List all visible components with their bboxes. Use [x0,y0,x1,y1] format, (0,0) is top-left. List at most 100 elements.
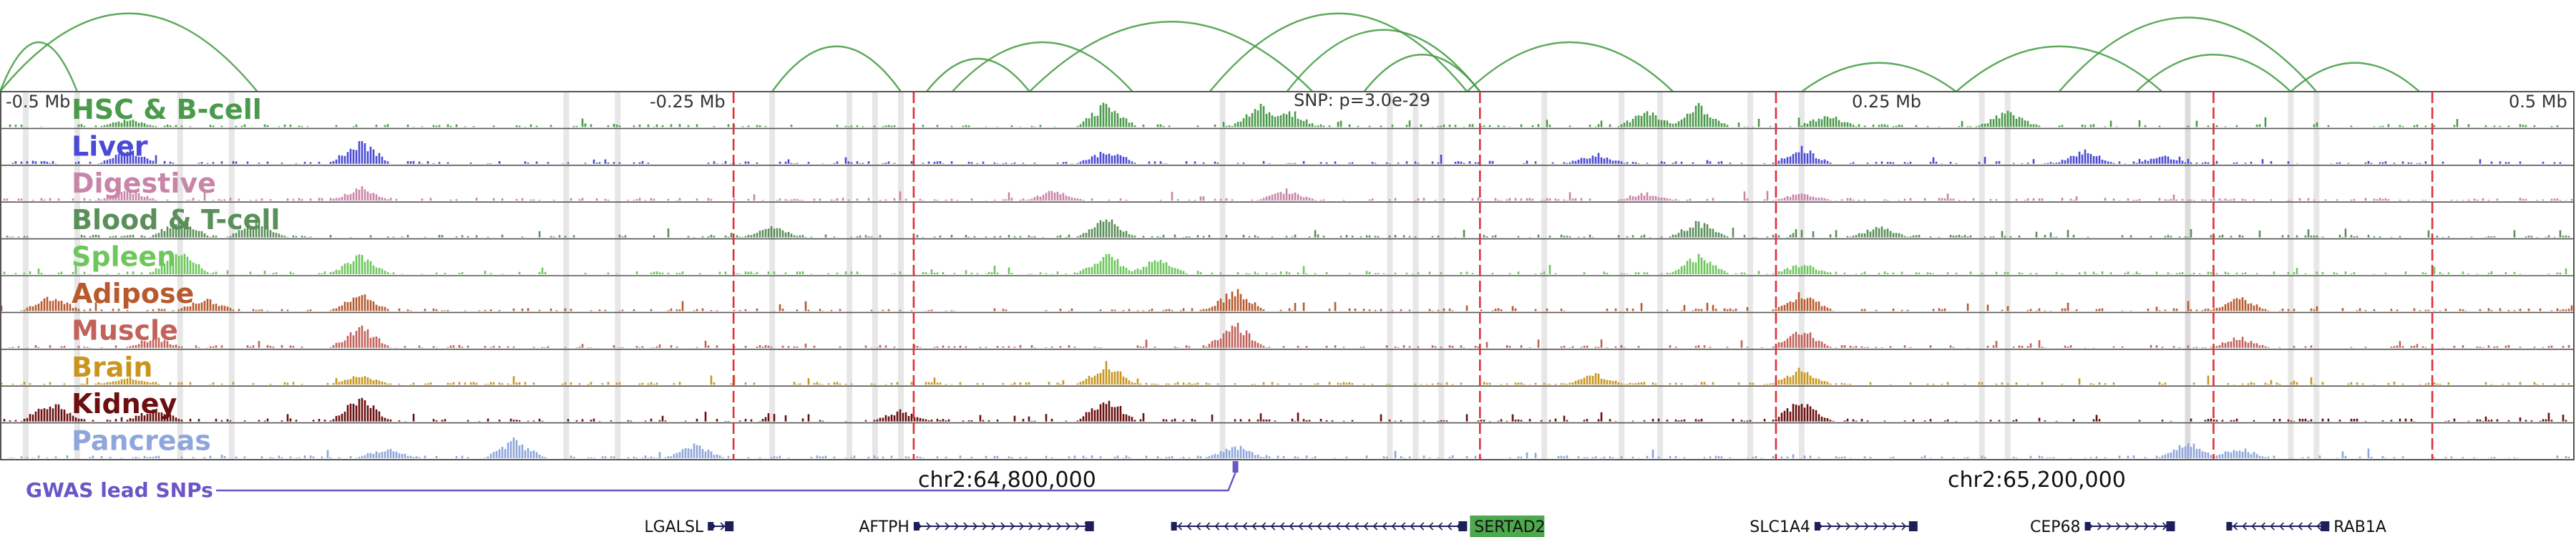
strand-arrow [1335,522,1341,531]
strand-arrow [1038,522,1043,531]
signal-bars [11,140,2562,164]
gene-exon [1085,521,1094,531]
axis-tick-label: -0.25 Mb [650,92,726,112]
track-label: Spleen [72,241,176,273]
strand-arrow [2233,522,2238,531]
loop-arc [925,58,1030,92]
strand-arrow [1289,522,1294,531]
signal-bars [3,397,2567,422]
strand-arrow [2279,522,2284,531]
position-axis: -0.5 Mb -0.25 Mb 0.25 Mb 0.5 Mb SNP: p=3… [6,90,2567,112]
strand-arrow [1845,522,1851,531]
plot-frame [0,91,2575,460]
strand-arrow [1307,522,1313,531]
track-digestive [0,165,2574,201]
gene-slc1a4: SLC1A4 [1750,518,1918,536]
gene-exon [2084,522,2091,531]
tissue-tracks [0,91,2575,460]
gene-exon [2166,521,2175,531]
gene-label: SERTAD2 [1474,518,1545,536]
strand-arrow [1827,522,1833,531]
strand-arrow [1372,522,1378,531]
loop-arc [2135,54,2292,92]
gene-aftph: AFTPH [859,518,1094,536]
strand-arrow [1065,522,1071,531]
coordinate-label: chr2:64,800,000 [918,468,1096,493]
gene-annotation-track: LGALSL AFTPH SERTAD2 SLC1A4 CEP68 RAB1A [644,516,2386,537]
strand-arrow [1056,522,1062,531]
signal-bars [6,216,2570,238]
strand-arrow [1836,522,1842,531]
loop-arc [0,41,79,92]
strand-arrow [1391,522,1397,531]
strand-arrow [1047,522,1053,531]
loop-arc [1286,29,1481,92]
strand-arrow [1326,522,1332,531]
strand-arrow [1317,522,1322,531]
strand-arrow [2107,522,2112,531]
strand-arrow [1400,522,1406,531]
loop-arc [1363,54,1481,92]
strand-arrow [1242,522,1248,531]
strand-arrow [1883,522,1888,531]
strand-arrow [1901,522,1907,531]
loop-arc [2290,62,2420,92]
strand-arrow [1000,522,1006,531]
strand-arrow [1010,522,1015,531]
strand-arrow [1345,522,1350,531]
strand-arrow [2298,522,2303,531]
gwas-track: GWAS lead SNPs chr2:64,800,000 chr2:65,2… [26,461,2126,502]
strand-arrow [1447,522,1453,531]
gwas-connector [216,472,1236,492]
strand-arrow [1270,522,1276,531]
signal-bars [3,253,2567,274]
strand-arrow [1205,522,1211,531]
loop-arc [1955,45,2163,92]
axis-tick-label: 0.5 Mb [2509,92,2567,112]
gene-highlight-box [1470,516,1545,537]
gene-exon [725,521,734,531]
strand-arrow [972,522,978,531]
strand-arrow [2116,522,2121,531]
strand-arrow [2270,522,2275,531]
strand-arrow [2288,522,2293,531]
strand-arrow [1438,522,1443,531]
strand-arrow [963,522,969,531]
strand-arrow [2307,522,2312,531]
track-label: Brain [72,352,152,383]
gene-exon [1458,521,1468,531]
track-label: Liver [72,130,148,162]
loop-arc [2058,16,2318,92]
strand-arrow [1196,522,1201,531]
strand-arrow [982,522,987,531]
track-muscle [0,311,2574,348]
strand-arrow [1298,522,1304,531]
strand-arrow [1019,522,1025,531]
strand-arrow [2135,522,2140,531]
strand-arrow [991,522,997,531]
track-label: Kidney [72,388,177,420]
strand-arrow [954,522,960,531]
track-label: HSC & B-cell [72,94,262,125]
strand-arrow [720,522,726,531]
track-pancreas [0,422,2574,458]
strand-arrow [2144,522,2149,531]
chromatin-loop-arcs [0,12,2420,92]
loop-arc [1466,41,1674,92]
strand-arrow [1354,522,1360,531]
gene-sertad2: SERTAD2 [1171,516,1546,537]
gene-rab1a: RAB1A [2226,518,2386,536]
gene-exon [913,522,919,531]
strand-arrow [2251,522,2256,531]
strand-arrow [1214,522,1220,531]
strand-arrow [1382,522,1387,531]
loop-arc [952,41,1133,92]
signal-bars [9,102,2559,127]
axis-tick-label: 0.25 Mb [1852,92,1921,112]
gwas-track-label: GWAS lead SNPs [26,478,213,502]
strand-arrow [945,522,950,531]
snp-pvalue-annotation: SNP: p=3.0e-29 [1294,90,1430,110]
loop-arc [1801,62,1957,92]
strand-arrow [1419,522,1425,531]
